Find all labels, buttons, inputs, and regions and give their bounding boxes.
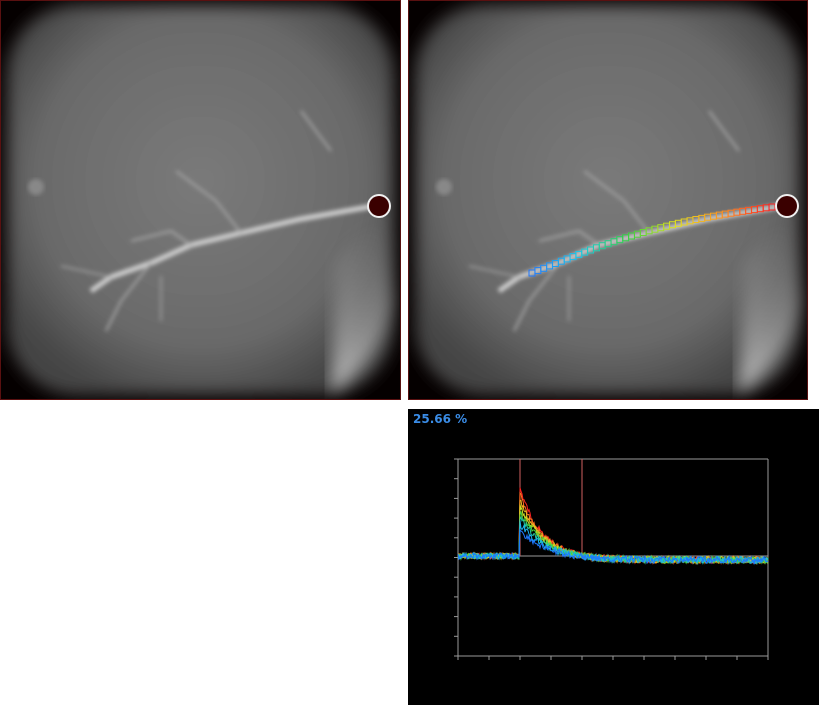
- optic-disc: [777, 196, 797, 216]
- blood-vessels: [60, 110, 380, 332]
- intensity-curve: [457, 487, 769, 565]
- intensity-curve: [457, 491, 769, 565]
- roi-box: [768, 203, 776, 211]
- intensity-plot: 25.66 %: [408, 409, 819, 705]
- optic-disc: [369, 196, 389, 216]
- angiogram-svg-right: [409, 1, 807, 399]
- intensity-curve: [457, 528, 769, 566]
- percent-label: 25.66 %: [413, 412, 468, 426]
- angiogram-svg-left: [1, 1, 400, 399]
- angiogram-image-right: [408, 0, 808, 400]
- light-glare: [331, 216, 393, 393]
- roi-boxes: [528, 203, 776, 277]
- angiogram-image-left: [0, 0, 401, 400]
- plot-svg: [454, 458, 769, 660]
- plot-curves: [457, 487, 769, 566]
